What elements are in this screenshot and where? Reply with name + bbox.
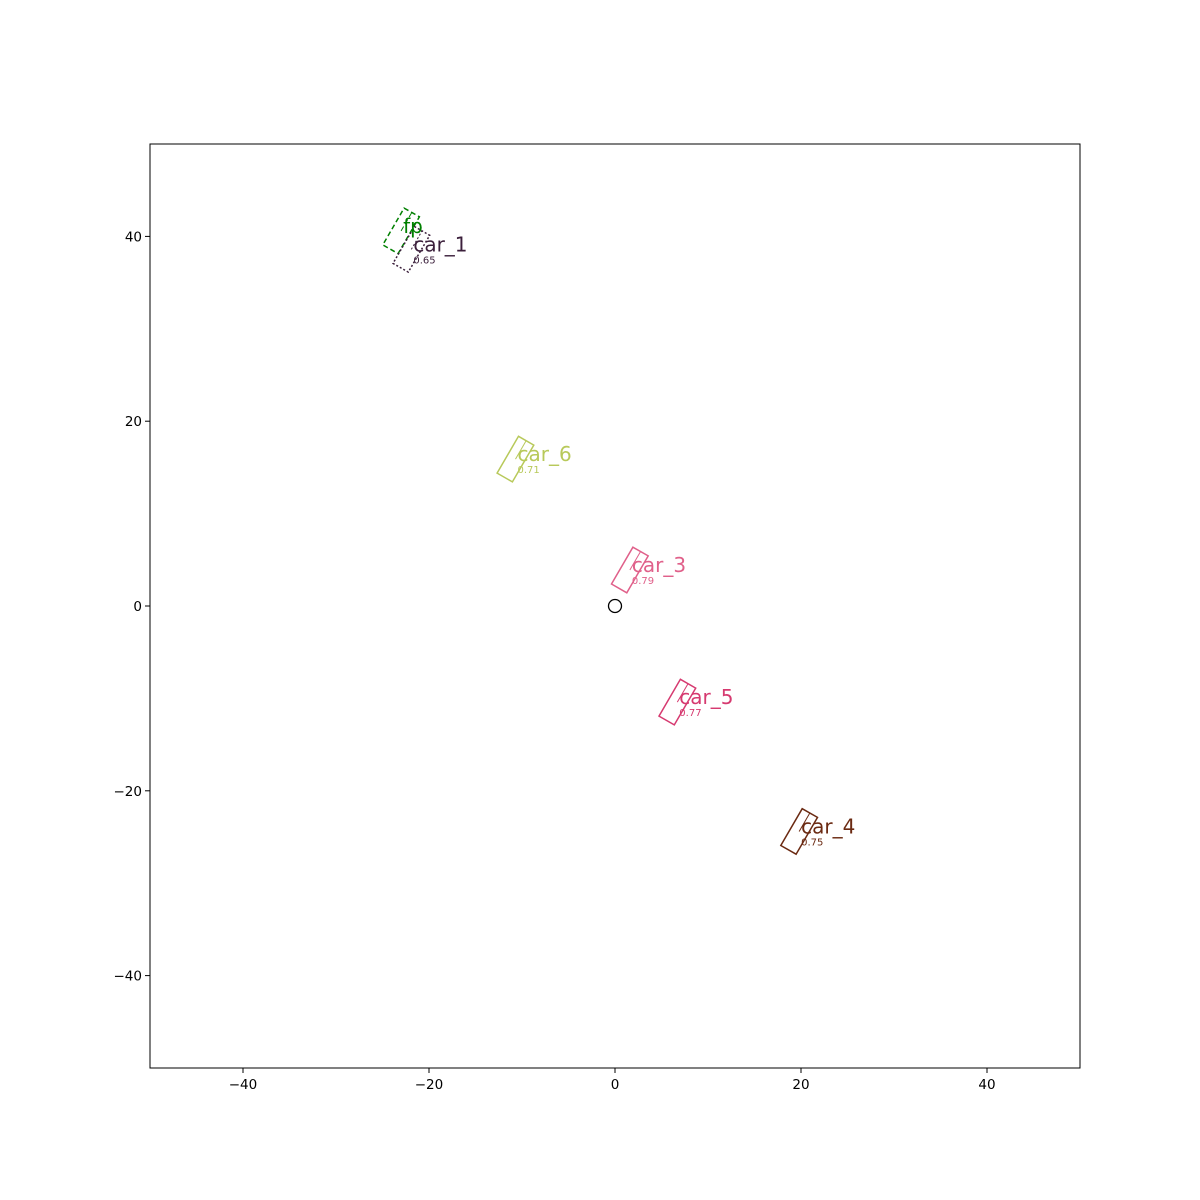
heading-line (410, 230, 423, 250)
object-score: 0.75 (801, 837, 823, 848)
heading-line (629, 551, 642, 571)
heading-line (515, 440, 527, 460)
detection-box-car-4 (779, 807, 819, 856)
object-label: car_3 (632, 553, 686, 577)
x-tick-label: 0 (611, 1077, 620, 1093)
detection-box-car-5 (657, 678, 697, 726)
heading-line (676, 683, 689, 703)
object-label: car_1 (413, 232, 467, 256)
y-axis-ticks: −40 −20 0 20 40 (114, 229, 150, 985)
object-score: 0.77 (679, 708, 701, 719)
x-tick-label: 40 (978, 1077, 995, 1093)
object-score: 0.65 (413, 255, 435, 266)
y-tick-label: −40 (114, 969, 143, 985)
object-label: car_6 (517, 442, 571, 466)
y-tick-label: 20 (125, 414, 142, 430)
detection-box-car-6 (496, 435, 535, 483)
ego-vehicle-marker (607, 598, 623, 614)
y-tick-label: 0 (133, 599, 142, 615)
detection-boxes (381, 207, 819, 856)
object-label: car_4 (801, 814, 855, 838)
x-tick-label: −20 (415, 1077, 444, 1093)
detection-box-car-3 (610, 546, 650, 594)
object-score: 0.71 (517, 465, 539, 476)
heading-line (798, 812, 811, 832)
heading-line (400, 212, 413, 232)
object-label: fp (403, 214, 423, 238)
detection-box-car-1 (391, 225, 431, 274)
y-tick-label: −20 (114, 784, 143, 800)
object-label: car_5 (679, 685, 733, 709)
y-tick-label: 40 (125, 229, 142, 245)
plot-frame (149, 143, 1081, 1069)
object-score: 0.79 (632, 576, 654, 587)
x-tick-label: −40 (229, 1077, 258, 1093)
x-tick-label: 20 (792, 1077, 809, 1093)
x-axis-ticks: −40 −20 0 20 40 (229, 1068, 996, 1093)
